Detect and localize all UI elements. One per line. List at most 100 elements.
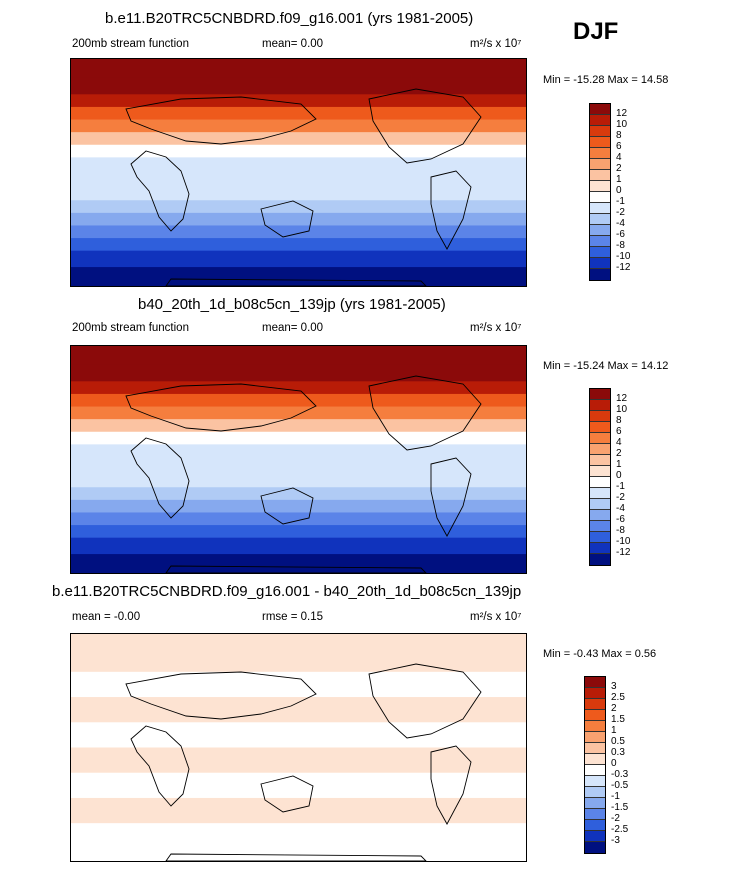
colorbar-box	[585, 710, 605, 721]
map-plot	[70, 345, 527, 574]
colorbar-box	[590, 499, 610, 510]
min-max-label: Min = -15.28 Max = 14.58	[543, 74, 669, 86]
field-band	[71, 772, 526, 799]
min-max-label: Min = -0.43 Max = 0.56	[543, 648, 657, 660]
coastline	[125, 671, 317, 720]
colorbar-box	[590, 543, 610, 554]
units-label: m²/s x 10⁷	[470, 611, 522, 623]
colorbar-box	[585, 820, 605, 831]
field-band	[71, 499, 526, 513]
colorbar-box	[590, 203, 610, 214]
colorbar-tick-label: 2.5	[611, 692, 625, 703]
colorbar-tick-label: 1	[611, 725, 617, 736]
field-band	[71, 444, 526, 460]
colorbar-tick-label: 0	[616, 470, 622, 481]
field-band	[71, 267, 526, 286]
colorbar-tick-label: -12	[616, 262, 631, 273]
colorbar-box	[590, 247, 610, 258]
variable-label: 200mb stream function	[72, 38, 189, 50]
colorbar-tick-label: 2	[616, 163, 622, 174]
colorbar-tick-label: 0	[611, 758, 617, 769]
colorbar-tick-label: 10	[616, 404, 628, 415]
min-max-label: Min = -15.24 Max = 14.12	[543, 360, 669, 372]
panel-title: b.e11.B20TRC5CNBDRD.f09_g16.001 - b40_20…	[52, 583, 522, 600]
colorbar-tick-label: 1	[616, 174, 622, 185]
colorbar-box	[590, 400, 610, 411]
field-band	[71, 474, 526, 488]
colorbar-tick-label: -0.3	[611, 769, 629, 780]
colorbar-tick-label: -8	[616, 240, 625, 251]
coastline	[260, 775, 314, 813]
field-band	[71, 512, 526, 526]
map-field	[71, 346, 526, 573]
colorbar-box	[590, 148, 610, 159]
colorbar-box	[590, 159, 610, 170]
colorbar-tick-label: 0.3	[611, 747, 625, 758]
colorbar	[589, 103, 611, 281]
colorbar-tick-label: 4	[616, 437, 622, 448]
coastline	[430, 745, 472, 825]
colorbar-tick-label: -1	[616, 481, 625, 492]
field-band	[71, 381, 526, 395]
colorbar-box	[590, 477, 610, 488]
coastline	[165, 278, 427, 286]
colorbar-tick-label: 8	[616, 130, 622, 141]
coastline	[368, 375, 482, 451]
colorbar-box	[590, 532, 610, 543]
colorbar-box	[585, 677, 605, 688]
field-band	[71, 525, 526, 539]
colorbar-box	[590, 411, 610, 422]
colorbar-tick-label: 0.5	[611, 736, 625, 747]
colorbar-tick-label: 8	[616, 415, 622, 426]
field-band	[71, 187, 526, 201]
field-band	[71, 671, 526, 698]
field-band	[71, 250, 526, 268]
colorbar	[589, 388, 611, 566]
colorbar-tick-label: -6	[616, 514, 625, 525]
coastline	[130, 150, 190, 232]
colorbar-tick-label: -1	[611, 791, 620, 802]
colorbar-box	[585, 842, 605, 853]
colorbar-tick-label: -2	[616, 207, 625, 218]
colorbar-tick-label: -12	[616, 547, 631, 558]
panel-title: b40_20th_1d_b08c5cn_139jp (yrs 1981-2005…	[138, 296, 446, 313]
colorbar-box	[585, 754, 605, 765]
field-band	[71, 59, 526, 79]
colorbar-tick-label: 4	[616, 152, 622, 163]
colorbar-box	[590, 488, 610, 499]
colorbar-box	[585, 688, 605, 699]
colorbar-tick-label: -3	[611, 835, 620, 846]
mean-label: mean= 0.00	[262, 38, 324, 50]
field-band	[71, 238, 526, 252]
coastline	[130, 437, 190, 519]
colorbar-box	[590, 214, 610, 225]
colorbar-box	[590, 554, 610, 565]
mean-label: mean = -0.00	[72, 611, 141, 623]
colorbar-box	[590, 422, 610, 433]
colorbar-box	[590, 225, 610, 236]
coastline	[368, 88, 482, 164]
field-band	[71, 200, 526, 214]
field-band	[71, 106, 526, 121]
colorbar-box	[585, 699, 605, 710]
colorbar-box	[585, 776, 605, 787]
colorbar-tick-label: -2	[611, 813, 620, 824]
colorbar-box	[585, 787, 605, 798]
coastline	[260, 200, 314, 238]
field-band	[71, 537, 526, 555]
colorbar-tick-label: -1	[616, 196, 625, 207]
map-plot	[70, 633, 527, 862]
coastline	[165, 853, 427, 861]
colorbar-tick-label: 6	[616, 426, 622, 437]
colorbar-tick-label: -2	[616, 492, 625, 503]
map-plot	[70, 58, 527, 287]
rmse-label: rmse = 0.15	[262, 611, 324, 623]
colorbar-tick-label: -4	[616, 503, 625, 514]
colorbar-box	[585, 798, 605, 809]
coastline	[125, 383, 317, 432]
colorbar-tick-label: -10	[616, 251, 631, 262]
colorbar-box	[590, 115, 610, 126]
colorbar-box	[590, 104, 610, 115]
variable-label: 200mb stream function	[72, 322, 189, 334]
coastline	[130, 725, 190, 807]
